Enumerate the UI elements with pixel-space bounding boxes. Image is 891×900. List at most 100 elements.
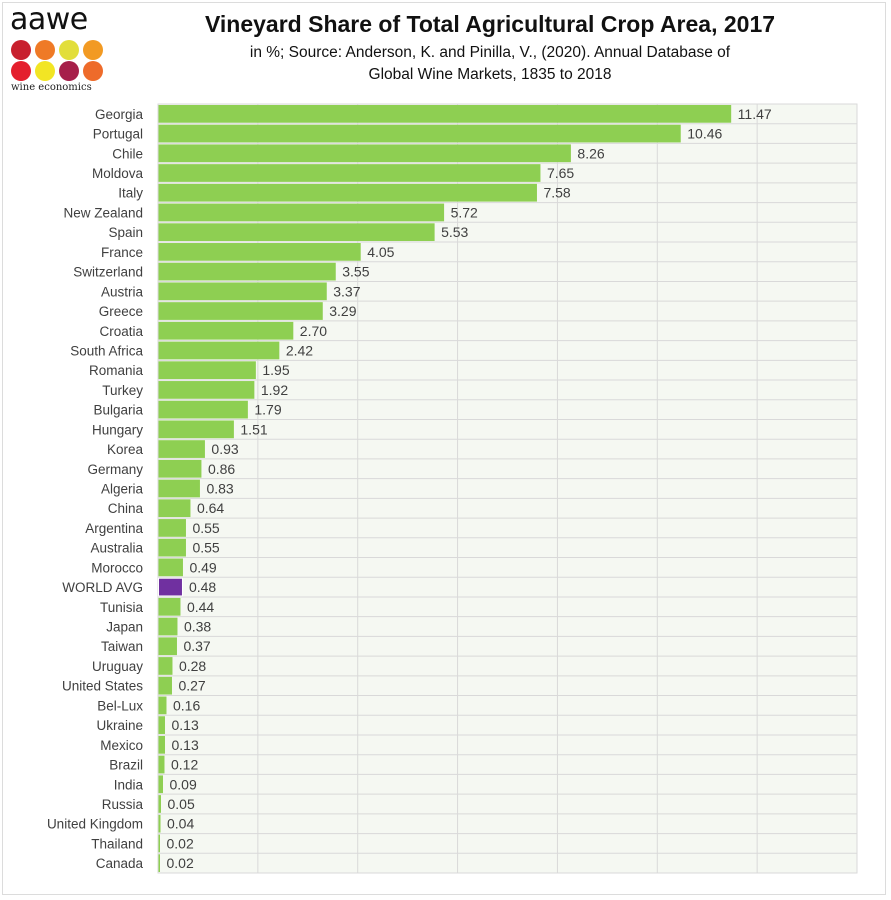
category-label: Tunisia xyxy=(100,600,144,615)
data-label: 0.28 xyxy=(179,658,206,674)
bar xyxy=(158,755,165,774)
data-label: 5.53 xyxy=(441,224,468,240)
category-label: Bulgaria xyxy=(93,403,143,418)
bar xyxy=(158,617,178,636)
category-label: Hungary xyxy=(92,422,143,437)
category-label: Romania xyxy=(89,363,144,378)
bar xyxy=(158,716,165,734)
data-label: 4.05 xyxy=(367,244,394,260)
bar xyxy=(158,538,186,557)
bar xyxy=(158,696,167,715)
bar xyxy=(158,105,732,123)
bar xyxy=(158,420,234,439)
data-label: 1.51 xyxy=(240,421,267,437)
category-label: Turkey xyxy=(102,383,143,398)
bar xyxy=(158,262,336,281)
data-label: 0.27 xyxy=(178,678,205,694)
category-label: France xyxy=(101,245,143,260)
data-label: 0.55 xyxy=(192,520,219,536)
bar xyxy=(158,183,537,202)
bar xyxy=(158,459,202,478)
data-label: 8.26 xyxy=(577,145,604,161)
bar xyxy=(158,341,280,360)
category-label: WORLD AVG xyxy=(62,580,143,595)
data-label: 10.46 xyxy=(687,126,722,142)
data-label: 0.64 xyxy=(197,500,224,516)
bar xyxy=(158,834,160,853)
data-label: 0.12 xyxy=(171,757,198,773)
aawe-logo: aawe wine economics xyxy=(10,2,110,96)
data-label: 5.72 xyxy=(451,204,478,220)
bar xyxy=(158,203,445,222)
category-label: Russia xyxy=(102,797,144,812)
logo-dot xyxy=(83,40,103,60)
logo-wordmark: aawe xyxy=(10,2,88,37)
category-label: Georgia xyxy=(95,107,144,122)
bar xyxy=(158,735,165,754)
data-label: 0.38 xyxy=(184,619,211,635)
category-label: Japan xyxy=(106,620,143,635)
category-labels: Georgia Portugal Chile Moldova Italy New Zeal… xyxy=(47,107,144,871)
data-label: 0.49 xyxy=(189,559,216,575)
category-label: Italy xyxy=(118,186,143,201)
bar xyxy=(158,775,163,794)
bar xyxy=(158,795,161,813)
bar-world-avg xyxy=(158,577,183,597)
category-label: Croatia xyxy=(99,324,143,339)
data-label: 7.65 xyxy=(547,165,574,181)
bar xyxy=(158,854,160,872)
data-label: 3.55 xyxy=(342,264,369,280)
bar xyxy=(158,164,541,182)
chart-subtitle-line-2: Global Wine Markets, 1835 to 2018 xyxy=(368,66,612,83)
category-label: South Africa xyxy=(70,343,143,358)
category-label: New Zealand xyxy=(63,205,143,220)
bar xyxy=(158,223,435,242)
bar xyxy=(158,814,161,833)
category-label: Canada xyxy=(96,856,144,871)
data-label: 0.04 xyxy=(167,816,194,832)
data-label: 0.86 xyxy=(208,461,235,477)
data-label: 0.48 xyxy=(189,579,216,595)
logo-dot xyxy=(59,61,79,81)
bars xyxy=(158,105,732,872)
category-label: Greece xyxy=(99,304,143,319)
category-label: Bel-Lux xyxy=(97,698,143,713)
data-label: 2.42 xyxy=(286,342,313,358)
category-label: Chile xyxy=(112,146,143,161)
category-label: Thailand xyxy=(91,836,143,851)
category-label: Germany xyxy=(87,462,143,477)
chart-subtitle-line-1: in %; Source: Anderson, K. and Pinilla, … xyxy=(249,44,731,61)
category-label: Australia xyxy=(90,541,143,556)
category-label: Uruguay xyxy=(92,659,143,674)
data-label: 0.93 xyxy=(211,441,238,457)
bar xyxy=(158,124,681,143)
bar xyxy=(158,519,186,537)
logo-dot xyxy=(59,40,79,60)
bar xyxy=(158,558,183,577)
bar xyxy=(158,440,205,458)
data-label: 0.37 xyxy=(183,638,210,654)
logo-tagline: wine economics xyxy=(11,82,92,93)
category-label: United Kingdom xyxy=(47,817,143,832)
category-label: Argentina xyxy=(85,521,143,536)
chart-title: Vineyard Share of Total Agricultural Cro… xyxy=(204,11,776,37)
category-label: Austria xyxy=(101,284,144,299)
category-label: Spain xyxy=(108,225,143,240)
data-label: 3.37 xyxy=(333,283,360,299)
data-label: 0.05 xyxy=(167,796,194,812)
bar xyxy=(158,637,177,656)
logo-dot xyxy=(35,40,55,60)
category-label: Mexico xyxy=(100,738,143,753)
bar xyxy=(158,597,181,616)
category-label: United States xyxy=(62,679,143,694)
bar xyxy=(158,321,294,340)
bar xyxy=(158,302,323,320)
data-label: 0.09 xyxy=(169,776,196,792)
bar xyxy=(158,479,200,498)
logo-dot xyxy=(11,40,31,60)
data-label: 0.13 xyxy=(171,737,198,753)
data-label: 0.13 xyxy=(171,717,198,733)
bar xyxy=(158,361,256,380)
data-label: 0.16 xyxy=(173,697,200,713)
